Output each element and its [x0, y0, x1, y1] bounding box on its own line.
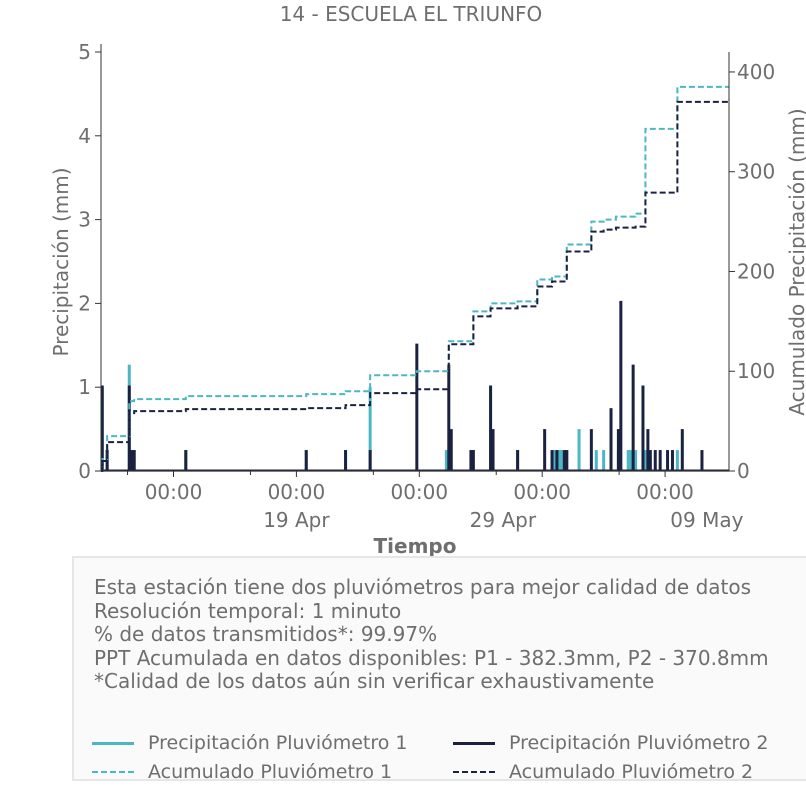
y-left-tick-label: 3: [78, 208, 91, 232]
info-lines: Esta estación tiene dos pluviómetros par…: [94, 575, 769, 694]
info-line: % de datos transmitidos*: 99.97%: [94, 622, 438, 646]
precipitation-chart: 14 - ESCUELA EL TRIUNFO 0 1 2 3 4 5 0 100 200 300…: [49, 2, 806, 556]
x-axis-title: Tiempo: [374, 534, 457, 556]
p2-cumulative-line: [101, 99, 730, 472]
info-line: PPT Acumulada en datos disponibles: P1 -…: [94, 645, 769, 670]
y-right-tick-label: 300: [737, 160, 775, 184]
legend-item-p1-cumulative: Acumulado Pluviómetro 1: [92, 760, 392, 784]
legend-swatch-p2-solid: [453, 741, 495, 745]
x-tick-label: 00:00: [390, 480, 448, 504]
x-date-label: 19 Apr: [263, 508, 330, 532]
legend-swatch-p1-dashed: [92, 771, 134, 773]
legend-item-p2-precip: Precipitación Pluviómetro 2: [453, 731, 769, 755]
legend-swatch-p1-solid: [92, 741, 134, 745]
y-left-tick-label: 1: [78, 375, 91, 399]
y-axis-right-title: Acumulado Precipitación (mm): [785, 108, 806, 415]
legend-swatch-p2-dashed: [453, 771, 495, 773]
y-right-tick-label: 100: [737, 359, 775, 383]
y-right-tick-label: 0: [737, 459, 750, 483]
x-date-label: 29 Apr: [470, 508, 537, 532]
legend-label: Acumulado Pluviómetro 2: [509, 761, 754, 783]
p1-cumulative-line: [101, 85, 729, 472]
y-axis-left-title: Precipitación (mm): [49, 167, 73, 356]
x-tick-label: 00:00: [145, 480, 203, 504]
x-tick-label: 00:00: [513, 480, 571, 504]
info-line: Resolución temporal: 1 minuto: [94, 598, 402, 623]
legend-item-p1-precip: Precipitación Pluviómetro 1: [92, 731, 408, 755]
x-tick-label: 00:00: [636, 480, 694, 504]
y-left-tick-label: 5: [78, 40, 91, 64]
x-tick-label: 00:00: [268, 480, 326, 504]
x-date-label: 09 May: [670, 508, 743, 532]
y-left-tick-label: 4: [78, 124, 91, 148]
y-left-tick-label: 2: [78, 291, 91, 315]
chart-title: 14 - ESCUELA EL TRIUNFO: [280, 2, 543, 26]
info-line: Esta estación tiene dos pluviómetros par…: [94, 575, 752, 599]
y-right-tick-label: 400: [737, 60, 775, 84]
y-right-tick-label: 200: [737, 259, 775, 283]
legend-label: Precipitación Pluviómetro 1: [148, 732, 408, 754]
legend-label: Acumulado Pluviómetro 1: [148, 761, 393, 783]
legend-item-p2-cumulative: Acumulado Pluviómetro 2: [453, 760, 753, 784]
info-box: Esta estación tiene dos pluviómetros par…: [72, 556, 806, 784]
y-left-tick-label: 0: [78, 459, 91, 483]
legend-label: Precipitación Pluviómetro 2: [509, 732, 769, 754]
info-line: *Calidad de los datos aún sin verificar …: [94, 669, 655, 693]
